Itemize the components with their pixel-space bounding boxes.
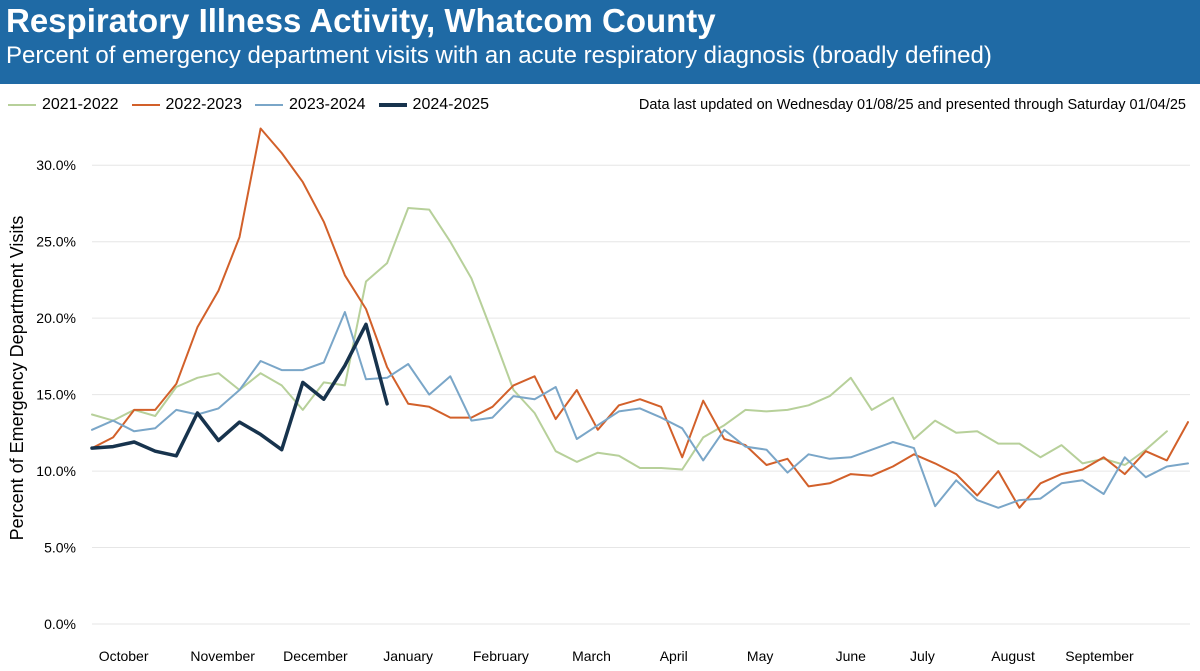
x-tick-label: September	[1065, 648, 1134, 664]
y-tick-label: 15.0%	[36, 387, 76, 403]
legend-label-2024-2025: 2024-2025	[412, 96, 490, 113]
x-tick-label: June	[836, 648, 867, 664]
legend-label-2023-2024: 2023-2024	[289, 96, 366, 113]
legend-item-2022-2023: 2022-2023	[131, 96, 243, 114]
x-tick-label: July	[910, 648, 935, 664]
x-tick-label: January	[383, 648, 433, 664]
y-tick-label: 10.0%	[36, 463, 76, 479]
data-updated-note: Data last updated on Wednesday 01/08/25 …	[638, 97, 1186, 113]
chart-header: Respiratory Illness Activity, Whatcom Co…	[0, 0, 1200, 84]
legend-item-2021-2022: 2021-2022	[8, 96, 119, 114]
x-tick-label: May	[747, 648, 773, 664]
chart-title: Respiratory Illness Activity, Whatcom Co…	[6, 2, 716, 39]
y-tick-label: 30.0%	[36, 157, 76, 173]
y-tick-label: 25.0%	[36, 234, 76, 250]
series-line-2024-2025	[90, 322, 389, 458]
x-tick-label: December	[283, 648, 348, 664]
y-tick-label: 5.0%	[44, 540, 76, 556]
x-tick-label: February	[473, 648, 529, 664]
series-line-2021-2022	[91, 207, 1168, 471]
series-line-2022-2023	[91, 127, 1189, 509]
y-tick-label: 20.0%	[36, 310, 76, 326]
series-line-2023-2024	[91, 311, 1189, 509]
x-tick-label: November	[190, 648, 255, 664]
x-tick-label: August	[991, 648, 1035, 664]
legend-swatch-2023-2024	[255, 104, 284, 106]
legend-swatch-2024-2025	[378, 103, 407, 107]
legend-item-2023-2024: 2023-2024	[255, 96, 366, 114]
y-axis-label: Percent of Emergency Department Visits	[7, 216, 27, 541]
chart-legend: 2021-2022 2022-2023 2023-2024 2024-2025	[8, 96, 502, 114]
x-tick-label: April	[660, 648, 688, 664]
y-tick-label: 0.0%	[44, 616, 76, 632]
legend-swatch-2021-2022	[8, 104, 36, 106]
legend-label-2022-2023: 2022-2023	[165, 96, 243, 113]
x-tick-label: March	[572, 648, 611, 664]
legend-item-2024-2025: 2024-2025	[378, 96, 490, 114]
legend-label-2021-2022: 2021-2022	[42, 96, 119, 113]
x-tick-label: October	[99, 648, 149, 664]
legend-swatch-2022-2023	[131, 104, 160, 106]
chart-subtitle: Percent of emergency department visits w…	[6, 42, 992, 69]
